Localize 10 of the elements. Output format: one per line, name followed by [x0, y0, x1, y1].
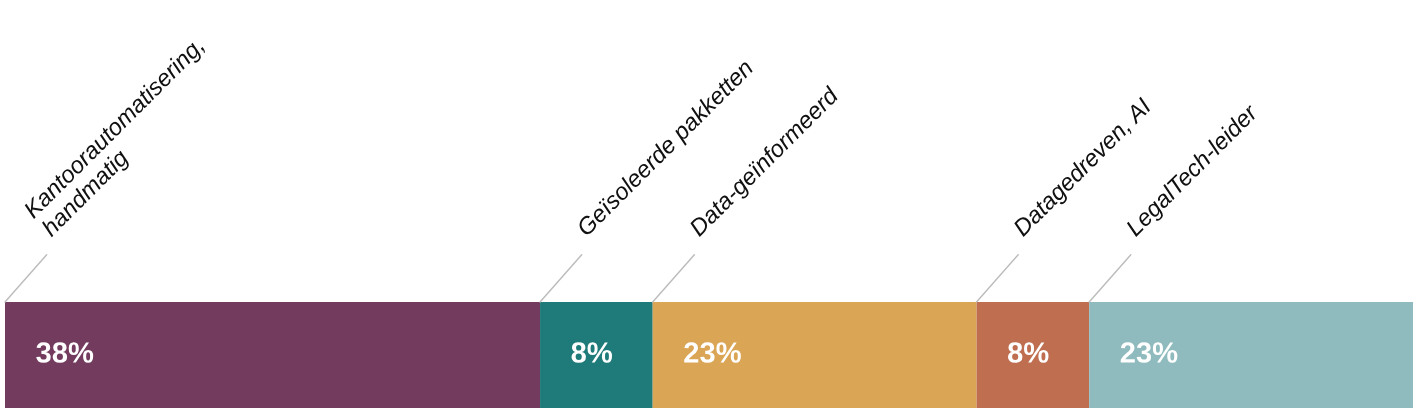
data-label: 23% — [684, 342, 741, 363]
bar — [976, 302, 1090, 408]
bar — [652, 302, 977, 408]
data-label: 8% — [1008, 342, 1049, 363]
data-label: 38% — [36, 342, 94, 363]
bar — [540, 302, 653, 408]
data-label: 8% — [571, 342, 612, 363]
data-label: 23% — [1120, 342, 1178, 363]
bar — [5, 302, 541, 408]
bar — [1089, 302, 1413, 408]
